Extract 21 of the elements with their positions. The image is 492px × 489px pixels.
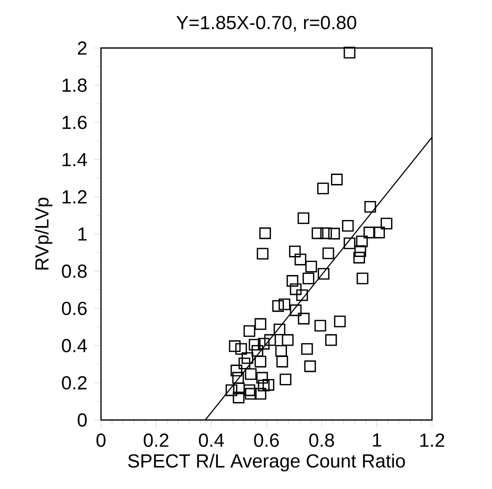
y-tick-label: 0.8 [62, 264, 87, 278]
x-tick-label: 0 [96, 434, 106, 447]
x-tick-label: 0.8 [309, 434, 334, 447]
y-tick-label: 0.6 [62, 302, 87, 316]
x-tick-label: 1.2 [420, 434, 444, 447]
y-tick-label: 1.2 [62, 190, 87, 204]
x-tick-label: 1 [373, 434, 382, 447]
y-tick-label: 1.8 [62, 78, 87, 92]
x-tick-label: 0.6 [254, 434, 279, 447]
x-tick-label: 0.2 [144, 434, 168, 447]
y-tick-label: 2 [78, 41, 87, 55]
y-tick-label: 0.2 [62, 376, 87, 390]
x-tick-label: 0.4 [198, 434, 224, 447]
y-tick-label: 1.6 [62, 116, 87, 130]
y-tick-label: 1 [78, 227, 87, 241]
chart-title: Y=1.85X-0.70, r=0.80 [176, 16, 356, 32]
y-axis-title: RVp/LVp [34, 198, 52, 270]
y-tick-label: 0 [78, 413, 87, 427]
y-tick-label: 0.4 [62, 338, 87, 352]
y-tick-label: 1.4 [62, 153, 87, 166]
x-axis-title: SPECT R/L Average Count Ratio [128, 454, 405, 472]
